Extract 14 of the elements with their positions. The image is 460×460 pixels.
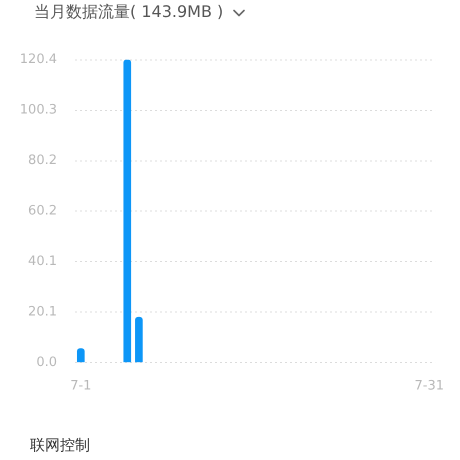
bar <box>123 60 132 362</box>
y-tick-label: 120.4 <box>20 52 57 68</box>
y-tick-label: 80.2 <box>28 153 57 168</box>
chart-title: 当月数据流量( 143.9MB ) <box>34 2 224 23</box>
text: 联网控制 <box>30 436 90 455</box>
y-tick-label: 40.1 <box>28 254 57 269</box>
x-tick-label: 7-31 <box>414 378 444 394</box>
y-tick-label: 0.0 <box>36 354 57 370</box>
y-tick-label: 20.1 <box>28 304 57 320</box>
bar <box>76 348 85 362</box>
y-tick-label: 60.2 <box>28 203 57 218</box>
y-tick-label: 100.3 <box>20 102 57 118</box>
x-tick-label: 7-1 <box>70 378 92 394</box>
bar <box>135 316 143 362</box>
